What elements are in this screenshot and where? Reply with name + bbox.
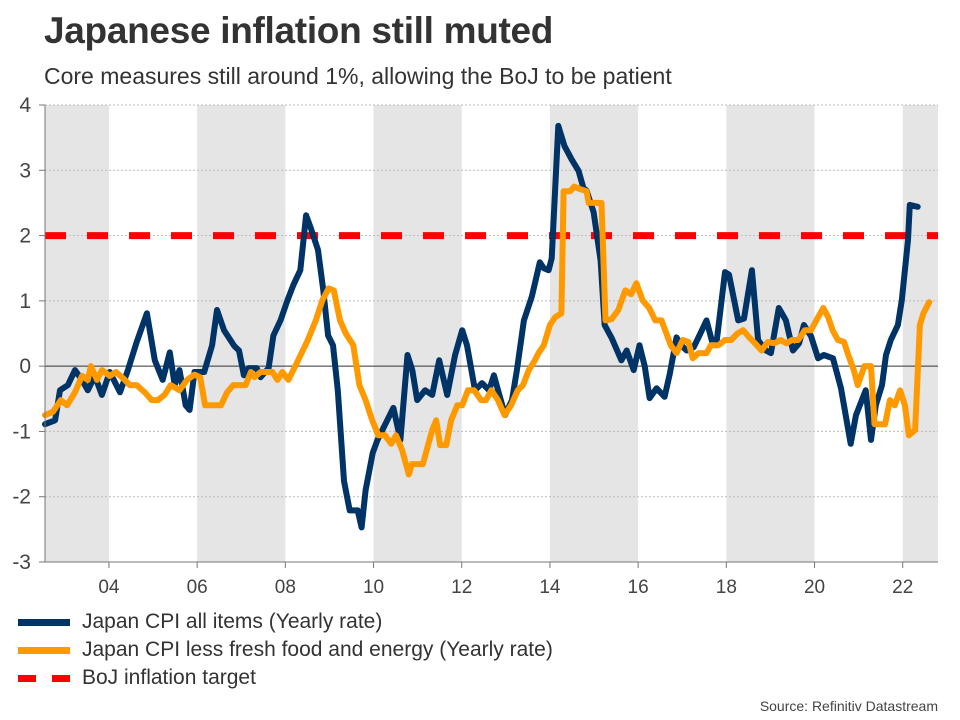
y-tick-label: 3 — [19, 159, 31, 182]
gridlines — [45, 104, 938, 498]
y-tick-label: -2 — [12, 486, 31, 509]
series-group — [42, 122, 933, 531]
x-tick-label: 12 — [451, 577, 472, 598]
y-tick-label: 1 — [19, 290, 31, 313]
legend-item-boj-target: BoJ inflation target — [18, 664, 553, 692]
shaded-bands — [45, 105, 938, 562]
legend: Japan CPI all items (Yearly rate) Japan … — [18, 608, 553, 692]
x-tick-label: 14 — [539, 577, 561, 598]
y-tick-label: 0 — [19, 355, 31, 378]
y-tick-label: -1 — [12, 420, 31, 443]
x-axis-ticks: 04 06 08 10 12 14 16 18 20 22 — [98, 562, 913, 598]
y-tick-label: 2 — [19, 225, 31, 248]
shaded-band — [373, 105, 462, 562]
x-tick-label: 04 — [98, 577, 120, 598]
legend-item-cpi-all: Japan CPI all items (Yearly rate) — [18, 608, 553, 636]
x-tick-label: 16 — [628, 577, 649, 598]
shaded-band — [45, 105, 109, 562]
legend-swatch-cpi-all — [18, 618, 70, 626]
series-line-cpi-core — [42, 183, 933, 478]
x-tick-label: 18 — [716, 577, 737, 598]
legend-label: Japan CPI less fresh food and energy (Ye… — [82, 638, 553, 661]
y-tick-label: 4 — [19, 94, 31, 117]
legend-item-cpi-core: Japan CPI less fresh food and energy (Ye… — [18, 636, 553, 664]
x-tick-label: 06 — [187, 577, 208, 598]
x-tick-label: 20 — [804, 577, 825, 598]
x-tick-label: 22 — [892, 577, 913, 598]
legend-label: Japan CPI all items (Yearly rate) — [82, 610, 383, 633]
y-tick-label: -3 — [12, 551, 31, 574]
series-line-cpi-all — [42, 122, 921, 531]
source-note: Source: Refinitiv Datastream — [759, 698, 938, 714]
y-axis-ticks: 4 3 2 1 0 -1 -2 -3 — [12, 94, 45, 574]
x-tick-label: 10 — [363, 577, 384, 598]
legend-label: BoJ inflation target — [82, 666, 256, 689]
x-tick-label: 08 — [275, 577, 296, 598]
chart-subtitle: Core measures still around 1%, allowing … — [44, 63, 672, 89]
legend-swatch-cpi-core — [18, 646, 70, 654]
chart-title: Japanese inflation still muted — [44, 10, 554, 51]
shaded-band — [549, 105, 639, 562]
legend-swatch-boj-target — [18, 674, 70, 682]
axes — [44, 105, 938, 563]
